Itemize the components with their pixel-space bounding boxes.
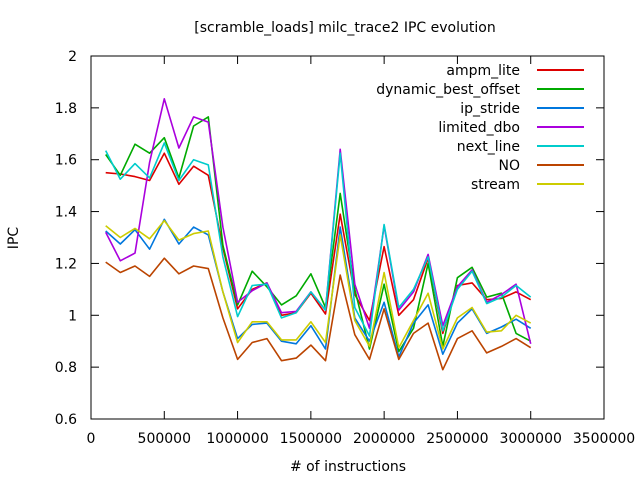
plot-frame [90,55,605,420]
legend-label: dynamic_best_offset [376,82,520,98]
x-tick-label: 3500000 [573,431,635,447]
x-axis-label: # of instructions [290,459,406,475]
x-tick-label: 1000000 [206,431,268,447]
series-line-next-line [104,142,532,337]
y-tick-label: 1.4 [55,205,77,221]
x-tick-label: 0 [87,431,96,447]
legend-label: ampm_lite [446,63,520,79]
y-tick-label: 1 [68,308,77,324]
x-tick-label: 1500000 [280,431,342,447]
series-line-ampm-lite [105,152,532,335]
series-line-ip-stride [105,218,532,358]
legend-label: ip_stride [460,101,520,117]
axes [90,55,605,420]
legend-label: limited_dbo [438,120,520,136]
y-tick-label: 0.6 [55,412,77,428]
legend-label: next_line [457,139,520,155]
x-tick-label: 2000000 [353,431,415,447]
y-tick-label: 2 [68,49,77,65]
x-tick-label: 3000000 [500,431,562,447]
legend-label: NO [499,158,521,174]
y-tick-label: 1.6 [55,153,77,169]
chart-title: [scramble_loads] milc_trace2 IPC evoluti… [194,20,495,36]
legend: ampm_lite dynamic_best_offset ip_stridelim… [376,63,584,193]
y-axis-label: IPC [6,227,22,250]
legend-label: stream [471,177,520,193]
x-tick-label: 2500000 [426,431,488,447]
series-lines [104,98,532,371]
x-tick-label: 500000 [138,431,191,447]
y-tick-label: 0.8 [55,360,77,376]
tick-marks: 0.6 0.8 1 1.2 1.4 1.6 1.8 2 0 500000 1000000 150000… [55,49,635,447]
series-line-dynamic-best-offset [105,116,532,353]
y-tick-label: 1.2 [55,256,77,272]
series-line-stream [105,219,532,350]
y-tick-label: 1.8 [55,101,77,117]
series-line-no [105,257,532,371]
